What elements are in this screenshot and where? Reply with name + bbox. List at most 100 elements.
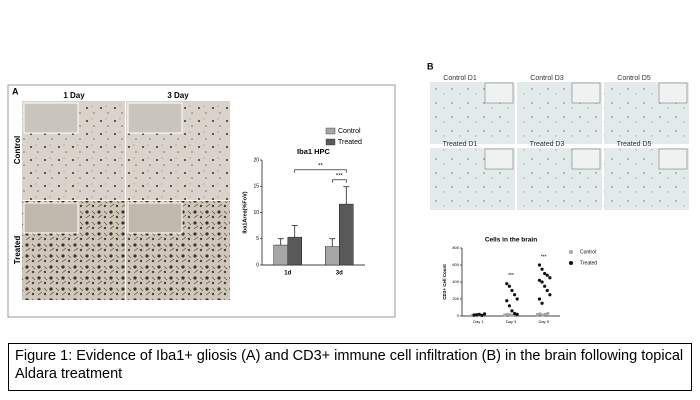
data-point [507, 284, 511, 288]
data-point [548, 276, 552, 280]
inset [127, 202, 183, 234]
bar [339, 203, 354, 266]
legend-swatch [569, 250, 573, 254]
y-tick-label: 0 [457, 313, 460, 318]
data-point [537, 263, 542, 267]
data-point [505, 282, 509, 286]
legend-label: Treated [338, 139, 362, 146]
x-tick-label: Day 3 [506, 319, 517, 324]
data-point [545, 288, 549, 293]
column-label: 1 Day [63, 91, 85, 100]
data-point [482, 312, 487, 316]
inset [571, 82, 601, 104]
data-point [513, 293, 517, 297]
inset [484, 82, 514, 104]
caption: Figure 1: Evidence of Iba1+ gliosis (A) … [8, 343, 692, 391]
data-point [515, 312, 519, 316]
data-point [477, 312, 481, 316]
legend-swatch [569, 261, 573, 265]
image-label: Control D5 [617, 75, 651, 82]
chart-title: Iba1 HPC [297, 147, 331, 156]
x-tick-label: Day 5 [538, 319, 549, 324]
bar [273, 244, 288, 266]
data-point [510, 309, 514, 313]
annotation: *** [508, 273, 514, 279]
panel-a-border [7, 84, 396, 318]
data-point [515, 297, 519, 301]
data-point [510, 288, 514, 293]
y-tick-label: 0 [256, 262, 259, 268]
micrographs-a [22, 101, 230, 300]
y-tick-label: 400 [452, 279, 459, 284]
data-point [543, 312, 547, 316]
data-point [507, 304, 511, 308]
inset [23, 202, 79, 234]
inset [127, 102, 183, 134]
bar [325, 246, 340, 266]
y-tick-label: 15 [253, 184, 259, 190]
data-point [540, 280, 544, 284]
y-tick-label: 10 [253, 210, 259, 216]
annotation: *** [541, 254, 547, 260]
image-label: Treated D5 [617, 141, 652, 148]
inset [658, 148, 688, 170]
y-tick-label: 5 [256, 236, 259, 242]
data-point [503, 313, 507, 317]
panel-label: B [427, 61, 434, 71]
image-label: Treated D3 [530, 141, 565, 148]
data-point [513, 311, 517, 316]
bar [287, 236, 302, 266]
panel-label: A [12, 86, 19, 96]
chart-title: Cells in the brain [485, 237, 537, 244]
sig-bracket [294, 169, 347, 173]
sig-bracket [331, 179, 347, 183]
data-point [508, 313, 512, 317]
image-label: Control D1 [443, 75, 477, 82]
column-label: 3 Day [167, 91, 189, 100]
legend-label: Control [580, 249, 596, 255]
x-tick-label: 1d [284, 271, 291, 277]
row-label: Treated [13, 236, 22, 265]
y-axis-label: CD3+ Cell Count [442, 264, 447, 300]
annotation: ** [318, 163, 323, 169]
inset [484, 148, 514, 170]
y-tick-label: 200 [452, 296, 459, 301]
data-point [545, 273, 549, 277]
inset [23, 102, 79, 134]
data-point [475, 313, 479, 317]
inset [658, 82, 688, 104]
y-tick-label: 600 [452, 262, 459, 267]
figure-panels: A 1 Day 3 Day Control Treated B Control … [7, 61, 689, 324]
inset [571, 148, 601, 170]
image-label: Treated D1 [443, 141, 478, 148]
data-point [480, 313, 484, 317]
legend-label: Treated [580, 260, 597, 266]
image-label: Control D3 [530, 75, 564, 82]
data-point [537, 297, 542, 301]
data-point [535, 312, 540, 317]
data-point [472, 313, 476, 317]
data-point [505, 312, 509, 316]
row-label: Control [13, 136, 22, 164]
legend-label: Control [338, 128, 361, 135]
data-point [540, 267, 544, 271]
x-tick-label: Day 1 [473, 319, 484, 324]
data-point [543, 284, 547, 288]
data-point [538, 312, 542, 316]
data-point [543, 271, 547, 276]
x-tick-label: 3d [336, 271, 343, 277]
data-point [537, 278, 542, 282]
data-point [540, 301, 544, 305]
annotation: *** [336, 173, 344, 179]
data-point [510, 313, 515, 317]
data-point [548, 293, 552, 297]
legend-swatch [325, 127, 336, 135]
data-point [505, 299, 509, 303]
y-tick-label: 20 [253, 157, 259, 163]
y-axis-label: Iba1Area(%FoV) [242, 191, 248, 233]
data-point [546, 311, 550, 316]
data-point [541, 313, 545, 317]
y-tick-label: 800 [452, 245, 459, 250]
